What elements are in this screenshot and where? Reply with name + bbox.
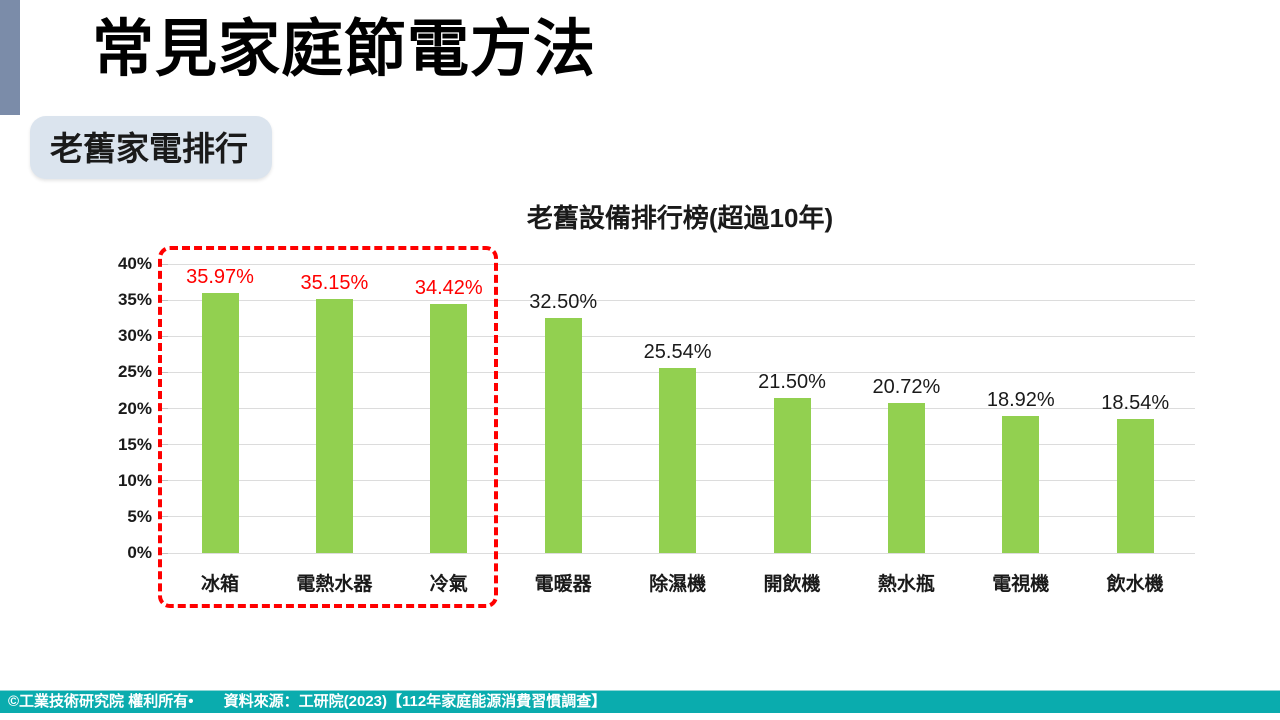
- bar: [1002, 416, 1040, 553]
- footer-source: 資料來源：工研院(2023)【112年家庭能源消費習慣調查】: [223, 693, 607, 710]
- y-axis-tick-mark: [160, 299, 168, 301]
- footer-copyright: ©工業技術研究院 權利所有•: [8, 693, 194, 710]
- x-axis-category-label: 熱水瓶: [877, 574, 935, 595]
- x-axis-category-label: 開飲機: [763, 574, 821, 595]
- y-axis-tick-mark: [160, 371, 168, 373]
- bar: [430, 304, 468, 553]
- y-axis-tick-label: 30%: [117, 326, 152, 346]
- bar: [773, 397, 811, 553]
- x-axis-category-label: 飲水機: [1106, 574, 1164, 595]
- y-axis-tick-label: 20%: [117, 398, 152, 418]
- y-axis-tick-label: 25%: [117, 362, 152, 382]
- y-axis-tick-mark: [160, 516, 168, 518]
- bar-value-label: 25.54%: [643, 341, 712, 364]
- y-axis-tick-mark: [160, 263, 168, 265]
- bar: [201, 293, 239, 553]
- bar-value-label: 34.42%: [414, 277, 483, 300]
- gridline: [168, 299, 1195, 301]
- gridline: [168, 263, 1195, 265]
- y-axis-tick-label: 35%: [117, 290, 152, 310]
- x-axis-category-label: 冷氣: [429, 574, 468, 595]
- x-axis-category-label: 電熱水器: [296, 574, 373, 595]
- y-axis-tick-label: 0%: [127, 543, 152, 562]
- bar: [544, 318, 582, 553]
- chart-title: 老舊設備排行榜(超過10年): [526, 203, 834, 233]
- y-axis-tick-mark: [160, 480, 168, 482]
- bar: [887, 403, 925, 553]
- bar: [315, 299, 353, 553]
- bar-value-label: 32.50%: [529, 291, 598, 314]
- y-axis-tick-label: 40%: [117, 254, 152, 273]
- bar-value-label: 35.15%: [300, 272, 369, 295]
- section-badge: 老舊家電排行: [30, 116, 272, 179]
- bar-value-label: 35.97%: [186, 266, 254, 289]
- bar-value-label: 18.92%: [986, 389, 1055, 412]
- bar: [1116, 419, 1154, 553]
- x-axis-category-label: 除濕機: [649, 574, 707, 595]
- bar: [659, 368, 697, 553]
- x-axis-category-label: 電視機: [992, 574, 1050, 595]
- y-axis-tick-mark: [160, 552, 168, 554]
- y-axis-tick-mark: [160, 335, 168, 337]
- bar-value-label: 20.72%: [872, 376, 941, 399]
- y-axis-tick-mark: [160, 408, 168, 409]
- slide-title: 常見家庭節電方法: [92, 15, 597, 84]
- y-axis: 40% 35% 30% 25% 20% 15% 10% 5% 0%: [64, 254, 152, 562]
- gridline: [168, 552, 1195, 554]
- bar-chart-plot: 35.97% 冰箱 35.15% 電熱水器 34.42% 冷氣 32.50% 電暖器 25.54…: [160, 263, 1195, 595]
- bar-value-label: 21.50%: [758, 370, 826, 393]
- y-axis-tick-label: 15%: [117, 434, 152, 454]
- x-axis-category-label: 電暖器: [534, 574, 592, 595]
- y-axis-tick-label: 10%: [117, 470, 152, 490]
- x-axis-category-label: 冰箱: [200, 574, 239, 595]
- title-accent-bar: [0, 0, 20, 115]
- bar-value-label: 18.54%: [1101, 392, 1170, 415]
- y-axis-tick-mark: [160, 444, 168, 446]
- gridline: [168, 335, 1195, 337]
- footer-bar: ©工業技術研究院 權利所有• 資料來源：工研院(2023)【112年家庭能源消費…: [0, 690, 1280, 713]
- y-axis-tick-label: 5%: [127, 506, 152, 526]
